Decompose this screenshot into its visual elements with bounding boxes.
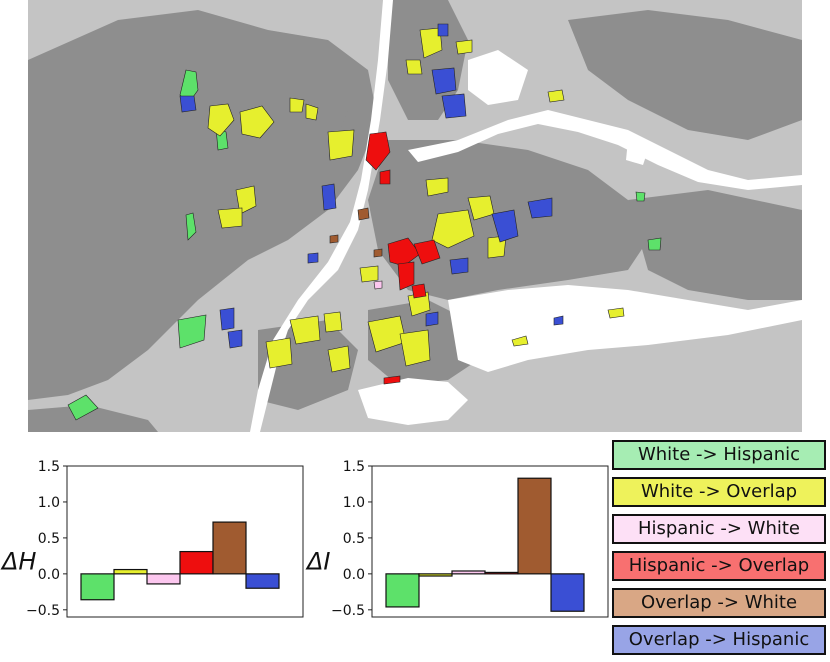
y-tick-label: 1.5 — [343, 459, 365, 475]
y-tick-label: 0.0 — [343, 567, 365, 583]
white-to-hispanic-tracts — [67, 69, 662, 421]
legend-item-white-to-hispanic: White -> Hispanic — [612, 440, 826, 470]
bar-white-overlap — [113, 568, 148, 575]
y-tick-label: 1.5 — [38, 459, 60, 475]
bar-white-overlap — [418, 573, 453, 577]
legend: White -> Hispanic White -> Overlap Hispa… — [612, 440, 826, 662]
overlap-to-hispanic-tracts — [179, 23, 564, 349]
y-tick-label: 0.5 — [38, 531, 60, 547]
bar-white-hispanic — [385, 573, 420, 608]
legend-item-hispanic-to-overlap: Hispanic -> Overlap — [612, 551, 826, 581]
y-tick-label: −0.5 — [26, 603, 60, 619]
overlap-to-white-tracts — [329, 207, 383, 258]
nyc-tract-map — [28, 0, 802, 432]
y-axis-label: ΔI — [305, 548, 331, 576]
bar-overlap-white — [517, 477, 552, 575]
hispanic-to-overlap-tracts — [365, 131, 441, 385]
y-tick-label: −0.5 — [331, 603, 365, 619]
bar-overlap-white — [212, 521, 247, 575]
bar-hispanic-overlap — [179, 550, 214, 575]
bar-hispanic-overlap — [484, 571, 519, 575]
bar-white-hispanic — [80, 573, 115, 601]
legend-item-white-to-overlap: White -> Overlap — [612, 477, 826, 507]
y-tick-label: 0.5 — [343, 531, 365, 547]
bar-overlap-hispanic — [550, 573, 585, 612]
legend-item-overlap-to-white: Overlap -> White — [612, 588, 826, 618]
hispanic-to-white-tracts — [373, 280, 383, 290]
y-axis-label: ΔH — [0, 548, 36, 576]
y-tick-label: 1.0 — [343, 495, 365, 511]
legend-item-overlap-to-hispanic: Overlap -> Hispanic — [612, 625, 826, 655]
bar-overlap-hispanic — [245, 573, 280, 589]
y-tick-label: 1.0 — [38, 495, 60, 511]
bar-hispanic-white — [451, 570, 486, 575]
delta-h-bar-chart: −0.5 0.0 0.5 1.0 1.5 ΔH — [0, 459, 304, 619]
water-bodies — [250, 0, 802, 432]
white-to-overlap-tracts — [207, 27, 625, 373]
y-tick-label: 0.0 — [38, 567, 60, 583]
delta-i-bar-chart: −0.5 0.0 0.5 1.0 1.5 ΔI — [305, 459, 609, 619]
bar-hispanic-white — [146, 573, 181, 585]
legend-item-hispanic-to-white: Hispanic -> White — [612, 514, 826, 544]
